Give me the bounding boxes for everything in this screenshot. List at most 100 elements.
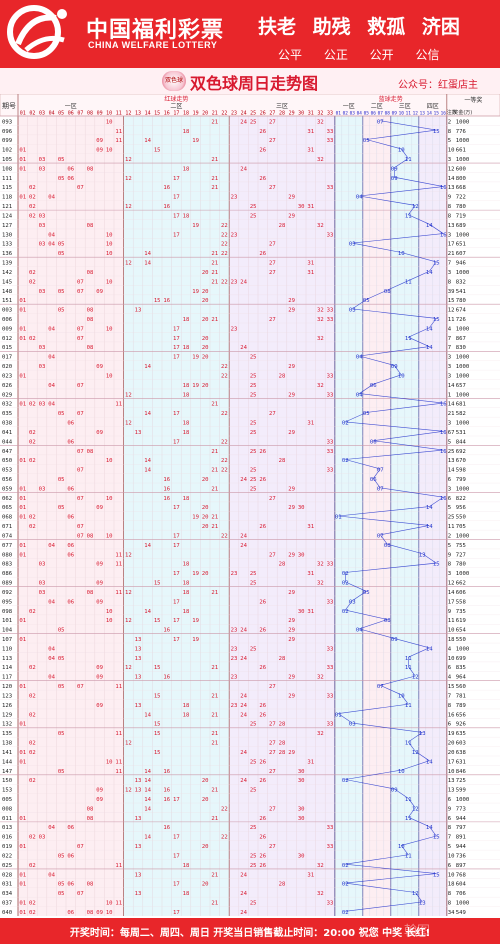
red-ball: 08 [87,449,94,455]
red-ball: 33 [327,468,334,474]
prize-count: 6 [448,665,451,671]
red-ball: 25 [250,759,257,765]
red-ball: 14 [144,712,151,718]
prize-amount: 604 [456,882,467,888]
issue-number: 139 [2,261,12,267]
blue-ball: 11 [405,797,412,803]
prize-amount: 1000 [456,326,469,332]
red-ball: 10 [106,373,113,379]
prize-amount: 582 [456,411,466,417]
blue-zone-label: 三区 [399,103,411,110]
red-ball: 01 [19,148,26,154]
prize-count: 20 [448,741,455,747]
red-ball: 25 [250,722,257,728]
prize-count: 10 [448,769,455,775]
red-ball: 10 [106,458,113,464]
issue-number: 153 [2,788,12,794]
issue-number: 040 [2,910,12,916]
red-number-header: 27 [269,111,275,117]
red-ball: 26 [259,816,266,822]
prize-amount: 835 [456,665,466,671]
red-ball: 27 [269,138,276,144]
red-ball: 06 [67,853,74,859]
blue-ball: 11 [405,157,412,163]
red-number-header: 25 [250,111,256,117]
prize-amount: 599 [456,788,466,794]
blue-ball: 07 [377,119,384,125]
red-number-header: 03 [39,111,45,117]
prize-count: 2 [448,119,451,125]
red-ball: 22 [221,835,228,841]
red-ball: 07 [77,468,84,474]
red-ball: 29 [288,590,295,596]
blue-ball: 15 [433,562,440,568]
red-ball: 18 [183,421,190,427]
red-ball: 10 [106,618,113,624]
red-ball: 20 [202,270,209,276]
blue-ball: 10 [398,148,405,154]
red-ball: 01 [19,882,26,888]
prize-amount: 1000 [456,392,469,398]
red-ball: 10 [106,119,113,125]
blue-ball: 13 [419,731,426,737]
red-number-header: 19 [193,111,199,117]
red-ball: 21 [211,788,218,794]
prize-count: 3 [448,486,451,492]
blue-ball: 15 [433,129,440,135]
prize-count: 14 [448,402,455,408]
issue-number: 136 [2,251,12,257]
red-ball: 21 [211,317,218,323]
red-ball: 07 [77,844,84,850]
blue-ball: 02 [342,863,349,869]
red-ball: 20 [202,298,209,304]
blue-ball: 02 [342,581,349,587]
red-ball: 05 [58,891,65,897]
red-zone-3-bg [229,94,335,916]
red-ball: 13 [135,430,142,436]
red-ball: 07 [77,279,84,285]
prize-count: 6 [448,863,451,869]
red-ball: 08 [87,590,94,596]
red-ball: 09 [96,599,103,605]
issue-number: 062 [2,496,12,502]
red-ball: 01 [19,844,26,850]
red-ball: 32 [317,317,324,323]
red-ball: 17 [173,797,180,803]
prize-count: 19 [448,731,455,737]
brand-name-en: CHINA WELFARE LOTTERY [88,40,218,50]
issue-number: 068 [2,515,13,521]
page-title: 双色球周日走势图 [190,74,319,93]
issue-number: 026 [2,383,12,389]
prize-amount: 722 [456,195,466,201]
prize-amount: 1000 [456,355,469,361]
blue-ball: 07 [377,684,384,690]
red-ball: 07 [77,411,84,417]
red-ball: 31 [307,148,314,154]
red-ball: 01 [19,336,26,342]
red-number-header: 01 [20,111,26,117]
blue-number-header: 03 [350,111,356,117]
prize-count: 7 [448,336,451,342]
red-ball: 08 [87,166,94,172]
red-ball: 13 [135,646,142,652]
red-ball: 21 [211,185,218,191]
red-ball: 14 [144,778,151,784]
red-ball: 01 [19,750,26,756]
blue-zone-label: 一区 [343,103,355,110]
blue-ball: 14 [426,646,433,652]
red-ball: 30 [298,816,305,822]
red-ball: 10 [106,910,113,916]
red-ball: 16 [163,185,170,191]
prize-count: 7 [448,261,451,267]
red-ball: 07 [77,684,84,690]
blue-number-header: 12 [413,111,419,117]
blue-ball: 14 [426,505,433,511]
red-ball: 32 [317,119,324,125]
prize-amount: 1000 [456,797,469,803]
issue-number: 108 [2,166,13,172]
red-ball: 11 [115,552,122,558]
red-ball: 29 [288,552,295,558]
red-ball: 02 [29,458,36,464]
red-ball: 03 [39,166,46,172]
